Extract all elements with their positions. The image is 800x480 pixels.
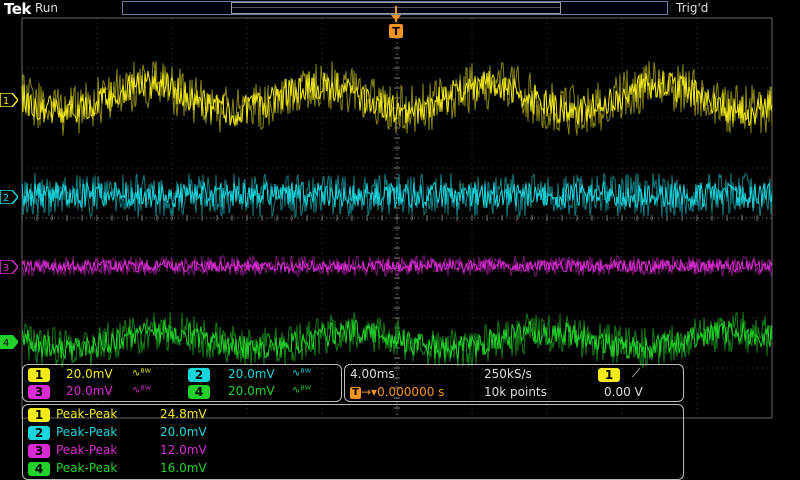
- meas1-label: Peak-Peak: [56, 407, 118, 421]
- ch2-badge: 2: [188, 368, 210, 382]
- horizontal-position-value: 0.000000 s: [377, 385, 445, 399]
- trigger-marker-label: T: [392, 25, 400, 38]
- meas4-value: 16.0mV: [160, 461, 207, 475]
- meas1-value: 24.8mV: [160, 407, 207, 421]
- ch3-badge: 3: [28, 385, 50, 399]
- ch1-waveform: [21, 70, 773, 127]
- acquisition-state[interactable]: Run: [35, 1, 59, 15]
- ch2-bandwidth-limit-icon: ∿ᴮᵂ: [292, 368, 311, 379]
- meas2-badge: 2: [28, 426, 50, 440]
- ch2-scale: 20.0mV: [228, 367, 275, 381]
- meas1-badge: 1: [28, 408, 50, 422]
- rising-edge-icon: ⟋: [632, 366, 641, 380]
- trigger-position-marker: T: [389, 6, 403, 38]
- ch4-scale: 20.0mV: [228, 384, 275, 398]
- ch4-bandwidth-limit-icon: ∿ᴮᵂ: [292, 385, 311, 396]
- svg-text:4: 4: [3, 338, 9, 349]
- ch4-badge: 4: [188, 385, 210, 399]
- trigger-source-badge: 1: [598, 368, 620, 382]
- vertical-readout-panel[interactable]: [22, 364, 342, 402]
- meas3-label: Peak-Peak: [56, 443, 118, 457]
- brand-logo: Tek: [4, 0, 31, 18]
- horizontal-position: T →▾0.000000 s: [350, 385, 444, 399]
- measurements-panel[interactable]: [22, 404, 684, 480]
- trigger-level: 0.00 V: [604, 385, 643, 399]
- svg-text:1: 1: [3, 96, 9, 107]
- waveform-traces: [21, 60, 773, 368]
- svg-text:3: 3: [3, 263, 9, 274]
- ch3-waveform-persistence: [21, 254, 773, 278]
- channel-1-marker[interactable]: 1: [0, 93, 18, 107]
- meas3-badge: 3: [28, 444, 50, 458]
- ch1-badge: 1: [28, 368, 50, 382]
- meas3-value: 12.0mV: [160, 443, 207, 457]
- channel-4-marker[interactable]: 4: [0, 335, 18, 349]
- record-length: 10k points: [484, 385, 547, 399]
- ch1-waveform-persistence: [21, 60, 773, 136]
- time-per-division: 4.00ms: [350, 367, 395, 381]
- horizontal-trigger-readout-panel[interactable]: [344, 364, 684, 402]
- ch3-waveform: [21, 258, 773, 274]
- ch3-scale: 20.0mV: [66, 384, 113, 398]
- ch3-bandwidth-limit-icon: ∿ᴮᵂ: [132, 385, 151, 396]
- meas4-label: Peak-Peak: [56, 461, 118, 475]
- svg-text:2: 2: [3, 193, 9, 204]
- sample-rate: 250kS/s: [484, 367, 532, 381]
- ch1-bandwidth-limit-icon: ∿ᴮᵂ: [132, 368, 151, 379]
- meas2-label: Peak-Peak: [56, 425, 118, 439]
- meas4-badge: 4: [28, 462, 50, 476]
- trigger-status: Trig'd: [676, 1, 709, 15]
- trigger-tag-icon: T: [350, 386, 361, 399]
- channel-3-marker[interactable]: 3: [0, 260, 18, 274]
- ch4-waveform: [21, 319, 773, 361]
- ch2-waveform-persistence: [21, 172, 773, 219]
- meas2-value: 20.0mV: [160, 425, 207, 439]
- ch1-scale: 20.0mV: [66, 367, 113, 381]
- channel-2-marker[interactable]: 2: [0, 190, 18, 204]
- ch2-waveform: [21, 180, 773, 210]
